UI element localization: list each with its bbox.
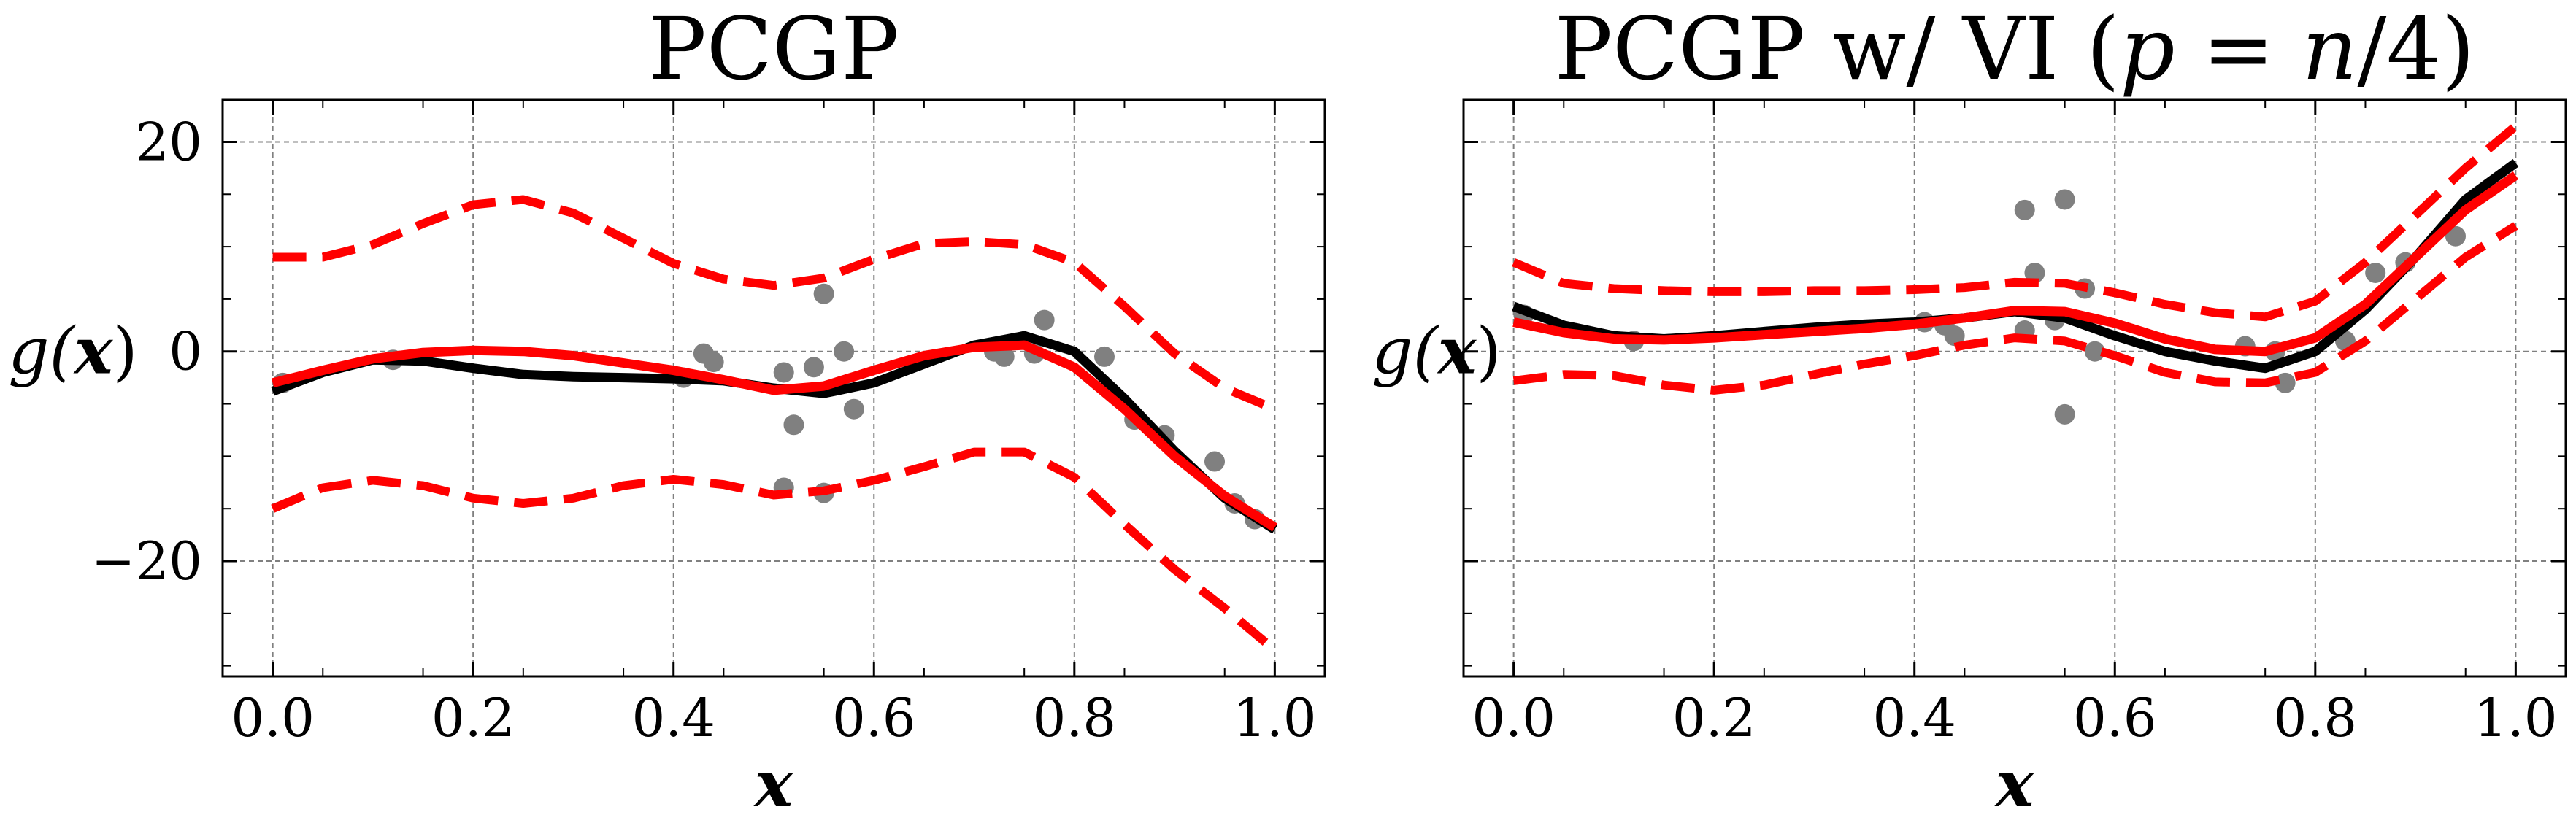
data-point (2054, 403, 2075, 425)
data-point (843, 398, 864, 420)
chart-title-part: n (2302, 0, 2358, 99)
x-tick-label: 0.0 (1472, 687, 1556, 749)
x-tick-label: 0.8 (2274, 687, 2358, 749)
data-point (1944, 325, 1965, 347)
predicted-mean-line (272, 340, 1277, 532)
x-tick-label: 0.0 (231, 687, 315, 749)
chart-title: PCGP (648, 0, 899, 99)
x-axis-label: x (753, 746, 794, 822)
x-tick-label: 1.0 (2474, 687, 2558, 749)
x-tick-label: 0.2 (1672, 687, 1756, 749)
chart-title: PCGP w/ VI (p = n/4) (1555, 0, 2475, 99)
confidence-band-line (1512, 123, 2519, 322)
confidence-band-line (271, 447, 1278, 654)
plot-area (271, 195, 1278, 654)
data-point (703, 352, 724, 373)
y-axis-label-part: ) (1476, 314, 1501, 389)
x-tick-label: 0.4 (631, 687, 715, 749)
data-point (1204, 451, 1225, 472)
y-axis-label: g(x) (8, 313, 137, 389)
y-axis-label-part: g( (8, 314, 75, 389)
y-tick-label: 0 (169, 321, 202, 382)
x-tick-label: 1.0 (1233, 687, 1317, 749)
data-point (2024, 263, 2045, 283)
confidence-band-line (1512, 222, 2518, 395)
data-point (2054, 189, 2075, 210)
y-axis-label-part: x (1437, 313, 1477, 389)
predicted-mean-line (1512, 171, 2519, 357)
x-tick-label: 0.2 (431, 687, 515, 749)
confidence-band-line (272, 195, 1277, 414)
axes-frame (221, 98, 1326, 678)
data-point (1094, 346, 1115, 367)
x-tick-label: 0.8 (1033, 687, 1117, 749)
y-tick-label: −20 (91, 530, 202, 592)
y-axis-label: g(x) (1372, 313, 1501, 389)
data-point (783, 414, 804, 436)
y-axis-label-part: ) (112, 314, 137, 389)
data-point (813, 283, 834, 304)
chart-title-part: PCGP w/ VI ( (1555, 0, 2121, 99)
y-tick-label: 20 (135, 111, 202, 172)
axes-frame (1462, 98, 2567, 678)
plot-area (1512, 123, 2519, 425)
x-tick-label: 0.6 (832, 687, 916, 749)
x-tick-label: 0.4 (1872, 687, 1956, 749)
y-axis-label-part: g( (1372, 314, 1439, 389)
data-point (2365, 263, 2386, 283)
x-tick-label: 0.6 (2073, 687, 2157, 749)
x-axis-label: x (1994, 746, 2035, 822)
true-function-line (271, 331, 1277, 534)
data-point (803, 357, 824, 378)
data-point (993, 346, 1015, 367)
chart-title-part: /4) (2358, 0, 2475, 99)
data-point (834, 341, 855, 362)
chart-title-part: p (2120, 0, 2175, 99)
data-point (2014, 199, 2035, 220)
data-point (1034, 309, 1055, 331)
y-axis-label-part: x (73, 313, 114, 389)
data-point (2084, 341, 2105, 362)
data-point (2445, 225, 2466, 247)
data-point (2275, 372, 2296, 393)
chart-title-part: = (2175, 0, 2302, 99)
data-point (773, 362, 794, 383)
